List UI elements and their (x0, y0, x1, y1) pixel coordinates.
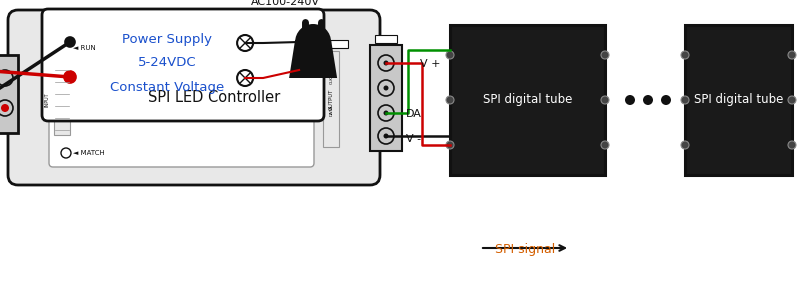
Circle shape (601, 51, 609, 59)
Circle shape (681, 51, 689, 59)
Circle shape (643, 95, 653, 105)
Text: SPI digital tube: SPI digital tube (483, 93, 572, 106)
Text: Constant Voltage: Constant Voltage (110, 81, 224, 93)
FancyBboxPatch shape (326, 40, 348, 48)
Circle shape (383, 110, 389, 115)
FancyBboxPatch shape (375, 35, 397, 43)
Circle shape (788, 141, 796, 149)
Text: SPI digital tube: SPI digital tube (694, 93, 783, 106)
FancyBboxPatch shape (54, 65, 70, 135)
Text: ◄ MATCH: ◄ MATCH (73, 150, 105, 156)
Circle shape (681, 141, 689, 149)
Circle shape (681, 96, 689, 104)
Text: CLK: CLK (330, 76, 334, 84)
FancyBboxPatch shape (685, 25, 792, 175)
FancyBboxPatch shape (450, 25, 605, 175)
Text: SPI signal: SPI signal (495, 243, 555, 256)
Text: AC100-240V: AC100-240V (250, 0, 320, 7)
Polygon shape (289, 40, 337, 78)
Circle shape (64, 71, 76, 83)
FancyBboxPatch shape (0, 55, 18, 133)
Circle shape (1, 104, 9, 112)
Text: 5-24VDC: 5-24VDC (138, 57, 196, 70)
Text: V +: V + (420, 59, 441, 69)
Text: OUTPUT: OUTPUT (329, 88, 334, 110)
Circle shape (788, 96, 796, 104)
Circle shape (446, 96, 454, 104)
FancyBboxPatch shape (49, 26, 314, 167)
Circle shape (446, 141, 454, 149)
Text: DA: DA (406, 109, 422, 119)
Text: Power Supply: Power Supply (122, 34, 212, 46)
Circle shape (661, 95, 671, 105)
Circle shape (601, 141, 609, 149)
Circle shape (65, 37, 75, 47)
Text: INPUT: INPUT (45, 93, 50, 107)
Text: SPI LED Controller: SPI LED Controller (148, 90, 280, 105)
Text: ◄ RUN: ◄ RUN (73, 45, 96, 51)
Circle shape (383, 133, 389, 139)
Circle shape (383, 86, 389, 90)
Text: V -: V - (406, 134, 421, 144)
Circle shape (601, 96, 609, 104)
FancyBboxPatch shape (370, 45, 402, 151)
Text: DATA: DATA (330, 104, 334, 115)
Circle shape (788, 51, 796, 59)
FancyBboxPatch shape (42, 9, 324, 121)
Circle shape (446, 51, 454, 59)
Circle shape (383, 61, 389, 66)
FancyBboxPatch shape (8, 10, 380, 185)
Circle shape (625, 95, 635, 105)
Circle shape (295, 24, 331, 60)
FancyBboxPatch shape (323, 51, 339, 147)
